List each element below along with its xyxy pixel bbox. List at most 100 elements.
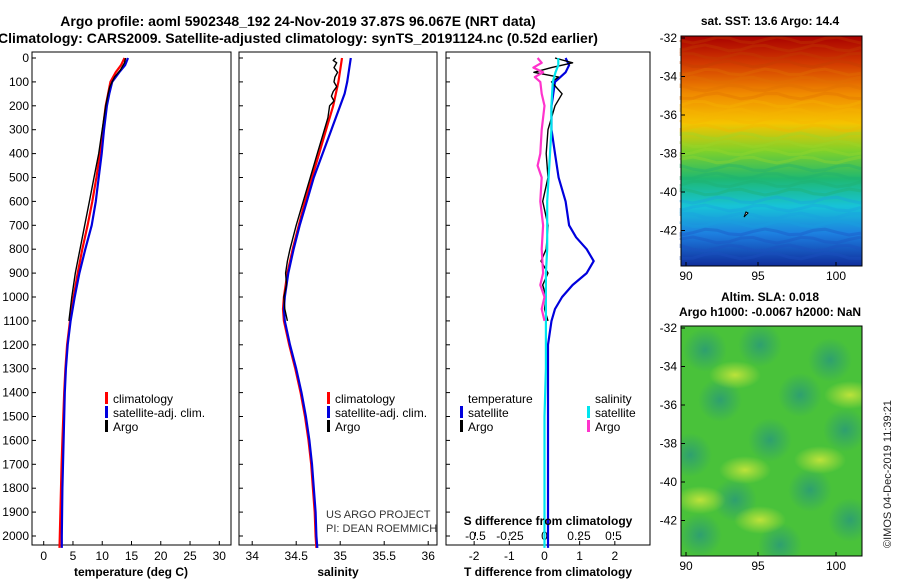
x-tick-label: 34.5: [285, 549, 309, 563]
sst-texture-band: [679, 211, 862, 221]
argo-location-marker: [743, 211, 749, 218]
figure-title-line1: Argo profile: aoml 5902348_192 24-Nov-20…: [60, 13, 535, 29]
sst-texture-band: [679, 131, 862, 141]
sla-high-blob: [794, 446, 846, 474]
sla-blob: [778, 373, 822, 417]
depth-tick-label: 700: [9, 218, 29, 232]
legend-swatch-t-satellite: [460, 406, 463, 418]
sst-texture-band: [679, 227, 862, 237]
map-y-tick-label: -34: [660, 360, 678, 374]
x-tick-label: 34: [246, 549, 260, 563]
legend-swatch-argo: [105, 420, 108, 432]
series-line-satellite-adj-clim-: [282, 57, 352, 548]
temperature-panel: 0 5 10 15 20 25 30: [40, 57, 227, 563]
sla-map-title1: Altim. SLA: 0.018: [721, 290, 819, 304]
depth-tick-label: 1900: [2, 505, 29, 519]
legend-swatch-satellite: [327, 406, 330, 418]
sla-map-frame: [680, 325, 863, 557]
legend-label-satellite: satellite-adj. clim.: [335, 406, 427, 420]
series-line-t-satellite: [546, 57, 595, 548]
sla-blob: [823, 408, 862, 452]
x-tick-label: 10: [96, 549, 110, 563]
temperature-xlabel: temperature (deg C): [74, 565, 188, 579]
sst-map-image: [681, 36, 862, 266]
sst-map-frame: [680, 35, 863, 267]
map-x-tick-label: 100: [826, 269, 846, 283]
sla-map-title2: Argo h1000: -0.0067 h2000: NaN: [679, 305, 861, 319]
depth-tick-label: 300: [9, 123, 29, 137]
depth-tick-label: 500: [9, 171, 29, 185]
depth-tick-label: 1400: [2, 386, 29, 400]
sla-blob: [788, 468, 832, 512]
s-tick-label: 0.5: [605, 529, 622, 543]
map-x-tick-label: 95: [751, 269, 765, 283]
legend-label-s-satellite: satellite: [595, 406, 636, 420]
legend-title-temperature: temperature: [468, 392, 533, 406]
sla-high-blob: [681, 486, 726, 514]
sst-texture-band: [679, 123, 862, 133]
x-tick-label: 15: [125, 549, 139, 563]
sla-high-blob: [709, 361, 761, 389]
sst-map-title: sat. SST: 13.6 Argo: 14.4: [701, 14, 840, 28]
sst-texture-band: [679, 171, 862, 181]
legend-label-t-argo: Argo: [468, 420, 494, 434]
depth-axis: 0 100 200 300 400 500 600 700 800 900 1000 1100 1200…: [2, 51, 450, 543]
legend-swatch-satellite: [105, 406, 108, 418]
difference-xlabel: T difference from climatology: [464, 565, 632, 579]
legend-swatch-climatology: [105, 392, 108, 404]
s-tick-label: -0.25: [496, 529, 524, 543]
sst-texture-band: [679, 115, 862, 125]
sst-texture-band: [679, 83, 862, 93]
series-line-climatology: [58, 57, 126, 548]
depth-tick-label: 400: [9, 147, 29, 161]
depth-tick-label: 900: [9, 266, 29, 280]
sst-map-texture: [679, 35, 862, 261]
map-y-tick-label: -42: [660, 514, 678, 528]
sla-blob: [683, 328, 727, 372]
x-tick-label: 5: [70, 549, 77, 563]
depth-tick-label: 800: [9, 242, 29, 256]
x-tick-label: 2: [611, 549, 618, 563]
x-tick-label: 0: [40, 549, 47, 563]
sla-map-texture: [681, 326, 862, 556]
legend-swatch-t-argo: [460, 420, 463, 432]
sst-texture-band: [679, 67, 862, 77]
sst-texture-band: [679, 187, 862, 197]
salinity-legend: climatology satellite-adj. clim. Argo: [327, 392, 427, 434]
map-y-tick-label: -34: [660, 70, 678, 84]
depth-tick-label: 1100: [3, 314, 29, 328]
x-tick-label: 35.5: [373, 549, 397, 563]
sst-texture-band: [679, 35, 862, 45]
sst-texture-band: [679, 203, 862, 213]
depth-tick-label: 1500: [2, 410, 29, 424]
legend-swatch-climatology: [327, 392, 330, 404]
x-tick-label: 30: [213, 549, 227, 563]
sla-map-axes: 90 95 100 -32 -34 -36 -38 -40 -42: [660, 321, 847, 573]
sst-texture-band: [679, 43, 862, 53]
sst-texture-band: [679, 107, 862, 117]
map-y-tick-label: -36: [660, 398, 678, 412]
sst-texture-band: [679, 195, 862, 205]
figure-title-line2: Climatology: CARS2009. Satellite-adjuste…: [0, 30, 598, 46]
depth-tick-label: 1300: [2, 362, 29, 376]
depth-tick-label: 1800: [2, 481, 29, 495]
sla-blob: [681, 433, 712, 477]
x-tick-label: 1: [576, 549, 583, 563]
map-y-tick-label: -32: [660, 31, 678, 45]
x-tick-label: -1: [504, 549, 515, 563]
depth-tick-label: 1700: [2, 457, 29, 471]
sst-texture-band: [679, 235, 862, 245]
legend-label-s-argo: Argo: [595, 420, 621, 434]
sst-texture-band: [679, 59, 862, 69]
sla-blob: [698, 378, 742, 422]
legend-label-argo: Argo: [335, 420, 361, 434]
depth-tick-label: 2000: [2, 529, 29, 543]
temperature-legend: climatology satellite-adj. clim. Argo: [105, 392, 205, 434]
map-y-tick-label: -36: [660, 108, 678, 122]
sla-blob: [748, 418, 792, 462]
legend-swatch-s-argo: [587, 420, 590, 432]
sst-texture-band: [679, 99, 862, 109]
x-tick-label: 35: [334, 549, 348, 563]
map-y-tick-label: -42: [660, 224, 678, 238]
